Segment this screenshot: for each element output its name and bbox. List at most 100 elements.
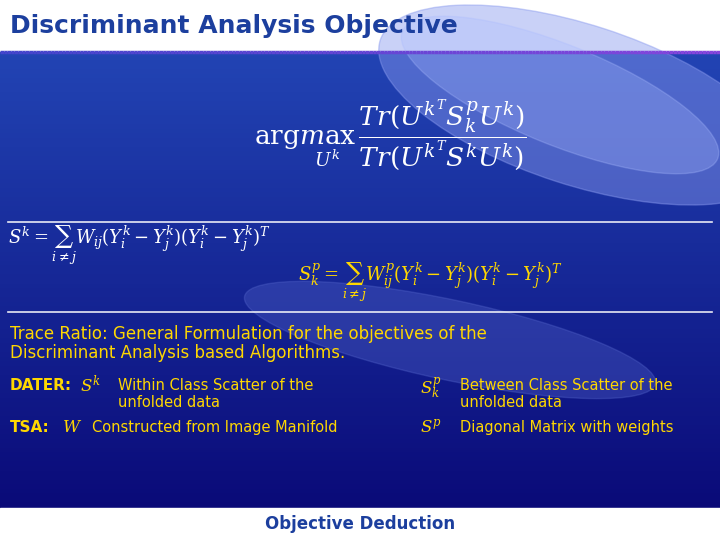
Bar [0, 449, 720, 453]
Ellipse shape [379, 5, 720, 205]
Bar [0, 344, 720, 348]
Bar [0, 348, 720, 353]
Bar [0, 376, 720, 380]
Text: Between Class Scatter of the: Between Class Scatter of the [460, 378, 672, 393]
Bar [0, 61, 720, 66]
Bar [0, 98, 720, 102]
Bar [0, 371, 720, 376]
Bar [0, 462, 720, 467]
Bar [0, 481, 720, 485]
Bar [0, 321, 720, 326]
Text: $S^p$: $S^p$ [420, 418, 441, 436]
Bar [0, 139, 720, 143]
Bar [0, 280, 720, 285]
Bar [0, 171, 720, 175]
Bar [0, 0, 720, 52]
Bar [0, 107, 720, 111]
Bar [0, 193, 720, 198]
Text: TSA:: TSA: [10, 420, 50, 435]
Bar [0, 298, 720, 303]
Bar [0, 116, 720, 120]
Bar [0, 353, 720, 357]
Bar [0, 262, 720, 266]
Bar [0, 494, 720, 499]
Bar [0, 143, 720, 148]
Bar [0, 134, 720, 139]
Text: Within Class Scatter of the: Within Class Scatter of the [118, 378, 313, 393]
Bar [0, 253, 720, 257]
Bar [0, 435, 720, 440]
Bar [0, 57, 720, 61]
Text: $W$: $W$ [62, 418, 82, 436]
Bar [0, 166, 720, 171]
Bar [0, 152, 720, 157]
Bar [0, 230, 720, 234]
Bar [0, 362, 720, 367]
Bar [0, 467, 720, 471]
Bar [0, 180, 720, 184]
Text: Discriminant Analysis based Algorithms.: Discriminant Analysis based Algorithms. [10, 344, 346, 362]
Text: $S^k = \sum_{i \neq j} W_{ij}(Y_i^k - Y_j^k)(Y_i^k - Y_j^k)^T$: $S^k = \sum_{i \neq j} W_{ij}(Y_i^k - Y_… [8, 224, 271, 267]
Bar [0, 66, 720, 70]
Bar [0, 257, 720, 262]
Bar [0, 385, 720, 389]
Bar [0, 412, 720, 417]
Bar [0, 130, 720, 134]
Text: Objective Deduction: Objective Deduction [265, 515, 455, 533]
Bar [0, 184, 720, 189]
Bar [0, 175, 720, 180]
Bar [0, 111, 720, 116]
Text: $\mathrm{arg}\underset{U^k}{m\mathrm{ax}}\,\dfrac{\mathit{Tr}(U^{k^T} S_k^p U^k): $\mathrm{arg}\underset{U^k}{m\mathrm{ax}… [253, 97, 526, 173]
Ellipse shape [401, 16, 719, 174]
Bar [0, 316, 720, 321]
Bar [0, 266, 720, 271]
Bar [0, 148, 720, 152]
Bar [0, 303, 720, 307]
Bar [0, 271, 720, 275]
Bar [0, 503, 720, 508]
Bar [0, 453, 720, 458]
Bar [0, 225, 720, 230]
Bar [0, 499, 720, 503]
Bar [0, 312, 720, 316]
Bar [0, 79, 720, 84]
Bar [0, 275, 720, 280]
Ellipse shape [244, 281, 656, 399]
Text: Constructed from Image Manifold: Constructed from Image Manifold [92, 420, 338, 435]
Bar [0, 367, 720, 371]
Bar [0, 430, 720, 435]
Bar [0, 244, 720, 248]
Bar [0, 212, 720, 216]
Bar [0, 285, 720, 289]
Text: Discriminant Analysis Objective: Discriminant Analysis Objective [10, 14, 458, 38]
Bar [0, 421, 720, 426]
Bar [0, 444, 720, 449]
Bar [0, 339, 720, 344]
Bar [0, 239, 720, 244]
Bar [0, 202, 720, 207]
Bar [0, 476, 720, 481]
Bar [0, 380, 720, 385]
Bar [0, 403, 720, 408]
Bar [0, 294, 720, 298]
Bar [0, 389, 720, 394]
Bar [0, 207, 720, 212]
Bar [0, 52, 720, 57]
Text: $S_k^p$: $S_k^p$ [420, 375, 441, 401]
Bar [0, 335, 720, 339]
Bar [0, 198, 720, 202]
Bar [0, 216, 720, 221]
Bar [0, 471, 720, 476]
Bar [0, 75, 720, 79]
Bar [0, 326, 720, 330]
Text: $S_k^p = \sum_{i \neq j} W_{ij}^p(Y_i^k - Y_j^k)(Y_i^k - Y_j^k)^T$: $S_k^p = \sum_{i \neq j} W_{ij}^p(Y_i^k … [297, 260, 562, 303]
Bar [0, 426, 720, 430]
Bar [0, 508, 720, 540]
Bar [0, 234, 720, 239]
Bar [0, 289, 720, 294]
Bar [0, 221, 720, 225]
Bar [0, 440, 720, 444]
Text: unfolded data: unfolded data [460, 395, 562, 410]
Text: DATER:: DATER: [10, 378, 72, 393]
Bar [0, 394, 720, 399]
